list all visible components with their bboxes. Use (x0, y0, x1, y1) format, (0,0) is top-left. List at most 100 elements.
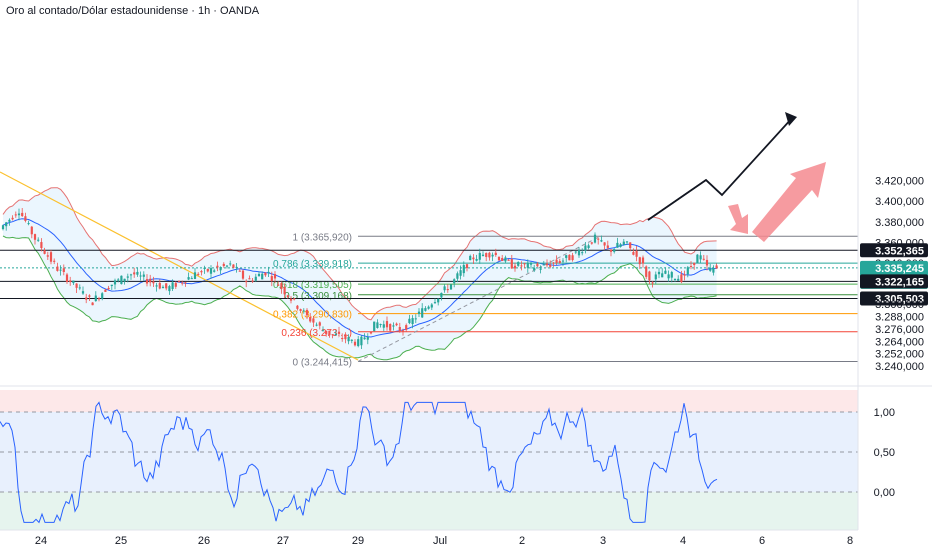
candle-body (238, 270, 241, 272)
fib-level-label: 0,618 (3.319,505) (273, 280, 352, 291)
candle (165, 283, 168, 291)
candle (520, 261, 523, 271)
candle (222, 262, 225, 268)
candle (363, 333, 366, 340)
candle (133, 267, 136, 278)
candle-body (126, 276, 129, 278)
candle-body (360, 336, 363, 346)
candle (574, 250, 577, 255)
candle (193, 267, 197, 280)
candle (657, 267, 661, 279)
candle-body (513, 265, 517, 269)
candle-body (33, 234, 37, 240)
candle (286, 294, 289, 299)
candle (389, 323, 392, 333)
candle (283, 283, 286, 298)
candle-body (101, 293, 104, 299)
candle-body (49, 252, 53, 262)
candle (299, 308, 302, 314)
candle-body (366, 337, 369, 340)
candle (251, 278, 254, 283)
candle-body (421, 308, 424, 318)
candle-body (705, 259, 709, 266)
candle-body (72, 280, 75, 284)
candle (248, 275, 251, 280)
candle (395, 322, 398, 327)
candle (43, 247, 46, 255)
candle (430, 303, 433, 311)
candle (523, 262, 526, 269)
candle-body (661, 273, 664, 278)
candle (376, 319, 379, 329)
candle (33, 233, 37, 245)
candle (667, 270, 670, 282)
candle-body (88, 295, 91, 297)
candle-body (504, 257, 507, 262)
candle (533, 264, 536, 273)
candle-body (363, 337, 366, 340)
candle (126, 273, 129, 283)
candle (702, 254, 705, 261)
candle-body (449, 284, 453, 290)
candle-body (14, 214, 17, 216)
candle (225, 264, 229, 269)
candle-body (606, 245, 609, 248)
candle-body (568, 254, 571, 261)
candle (72, 280, 75, 285)
price-marker-label: 3.305,503 (875, 294, 924, 306)
candle (485, 252, 488, 262)
candle-body (405, 325, 408, 330)
candle (456, 271, 459, 283)
candle-body (539, 268, 542, 270)
price-marker-label: 3.352,365 (875, 245, 924, 257)
candle-body (638, 257, 641, 265)
candle-body (613, 249, 616, 252)
candle-body (523, 263, 526, 265)
candle-body (142, 274, 145, 277)
candle-body (85, 297, 88, 300)
candle-body (318, 322, 321, 326)
candle (209, 265, 213, 279)
candle-body (536, 263, 539, 267)
candle (590, 242, 593, 245)
candle (475, 254, 478, 262)
candle (177, 280, 181, 283)
candle (677, 275, 680, 281)
candle (56, 262, 59, 272)
candle-body (689, 266, 693, 268)
candle (577, 247, 581, 258)
candle (497, 256, 501, 262)
candle-body (206, 268, 209, 272)
candle-body (69, 280, 72, 283)
candle-body (373, 321, 376, 332)
candle (197, 272, 200, 276)
candle-body (635, 250, 638, 257)
candle-body (712, 267, 715, 273)
candle (219, 266, 222, 274)
candle-body (289, 298, 293, 301)
candle-body (507, 259, 510, 261)
candle-body (286, 295, 289, 298)
candle (549, 260, 552, 269)
candle-body (600, 240, 603, 242)
candle-body (651, 282, 654, 284)
candle (683, 270, 686, 281)
candle (651, 281, 654, 288)
oscillator-tick-label: 0,50 (874, 447, 895, 459)
price-marker-box (860, 274, 928, 289)
candle (216, 261, 219, 272)
candle (401, 328, 405, 336)
oscillator-tick-label: 0,00 (874, 487, 895, 499)
candle (619, 242, 622, 248)
candle (408, 314, 411, 325)
candle (30, 225, 33, 239)
candle (696, 254, 699, 264)
price-tick-label: 3.276,000 (875, 324, 924, 336)
oscillator-line (0, 401, 718, 524)
candle-body (481, 254, 485, 257)
candle (75, 283, 78, 293)
red-down-arrow (728, 204, 748, 234)
candle (609, 249, 613, 257)
candle (613, 248, 616, 254)
